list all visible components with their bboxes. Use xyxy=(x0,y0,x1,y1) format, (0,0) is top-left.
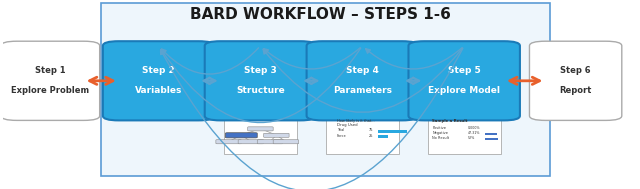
Text: Negative: Negative xyxy=(433,131,448,135)
FancyBboxPatch shape xyxy=(408,41,520,120)
Text: Step 6: Step 6 xyxy=(560,66,591,75)
FancyBboxPatch shape xyxy=(326,118,399,154)
Text: Explore Model: Explore Model xyxy=(428,86,500,95)
FancyBboxPatch shape xyxy=(484,138,498,140)
Text: Drug Used: Drug Used xyxy=(337,123,358,127)
Text: Step 3: Step 3 xyxy=(244,66,277,75)
Text: How likely is it that...: How likely is it that... xyxy=(337,119,374,123)
Text: Parameters: Parameters xyxy=(333,86,392,95)
FancyBboxPatch shape xyxy=(225,133,257,138)
FancyBboxPatch shape xyxy=(378,136,388,138)
Text: 25: 25 xyxy=(369,134,373,138)
Text: Trial: Trial xyxy=(337,129,344,132)
FancyBboxPatch shape xyxy=(103,41,214,120)
FancyBboxPatch shape xyxy=(216,140,241,144)
Text: No Result: No Result xyxy=(433,136,449,140)
Text: Positive: Positive xyxy=(433,126,446,130)
Text: 75: 75 xyxy=(369,129,373,132)
Text: Variables: Variables xyxy=(135,86,182,95)
FancyBboxPatch shape xyxy=(273,140,299,144)
FancyBboxPatch shape xyxy=(248,127,273,131)
Text: Force: Force xyxy=(337,134,346,138)
FancyBboxPatch shape xyxy=(257,140,283,144)
Text: Step 1: Step 1 xyxy=(35,66,66,75)
Text: Step 5: Step 5 xyxy=(448,66,481,75)
FancyBboxPatch shape xyxy=(307,41,418,120)
FancyBboxPatch shape xyxy=(238,140,264,144)
Text: 47.31%: 47.31% xyxy=(467,131,480,135)
Text: Structure: Structure xyxy=(236,86,285,95)
FancyBboxPatch shape xyxy=(428,118,501,154)
FancyBboxPatch shape xyxy=(224,118,297,154)
FancyBboxPatch shape xyxy=(529,41,622,120)
FancyBboxPatch shape xyxy=(101,2,550,176)
FancyBboxPatch shape xyxy=(205,41,316,120)
Text: Sample a Result: Sample a Result xyxy=(433,119,468,123)
FancyBboxPatch shape xyxy=(264,133,289,137)
Text: BARD WORKFLOW – STEPS 1-6: BARD WORKFLOW – STEPS 1-6 xyxy=(191,7,451,22)
FancyBboxPatch shape xyxy=(1,41,100,120)
Text: Step 4: Step 4 xyxy=(346,66,379,75)
FancyBboxPatch shape xyxy=(378,130,407,132)
Text: 52%: 52% xyxy=(467,136,475,140)
Text: 0.000%: 0.000% xyxy=(467,126,480,130)
Text: Step 2: Step 2 xyxy=(142,66,175,75)
Text: Report: Report xyxy=(559,86,592,95)
Text: Explore Problem: Explore Problem xyxy=(12,86,90,95)
FancyBboxPatch shape xyxy=(484,133,497,135)
